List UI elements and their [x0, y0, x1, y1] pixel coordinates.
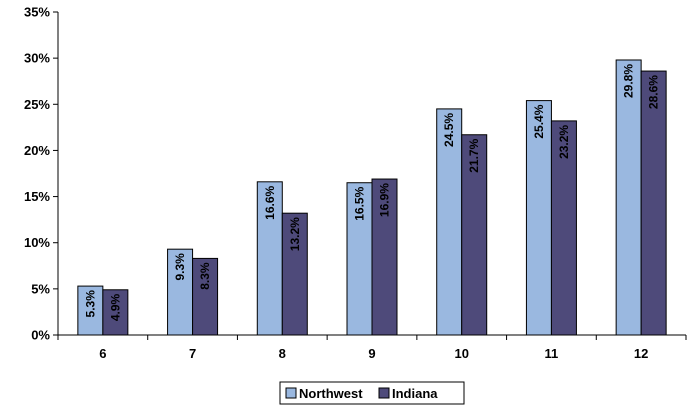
data-label: 5.3% — [83, 290, 97, 318]
legend-swatch-northwest — [285, 387, 297, 399]
bar-northwest-11 — [525, 100, 552, 336]
data-label: 29.8% — [622, 64, 636, 98]
x-tick-label: 8 — [279, 346, 286, 361]
x-tick-label: 7 — [189, 346, 196, 361]
bars: 5.3% 4.9% 9.3% 8.3% 16.6% 13.2% 16.5% 16.9% 24.5… — [77, 59, 667, 336]
y-tick-label: 10% — [24, 235, 50, 250]
bar-northwest-9 — [346, 182, 373, 336]
data-label: 21.7% — [467, 138, 481, 172]
x-tick-label: 10 — [454, 346, 468, 361]
data-label: 16.6% — [263, 185, 277, 219]
legend: Northwest Indiana — [279, 381, 465, 405]
y-tick-label: 35% — [24, 5, 50, 20]
y-tick-label: 15% — [24, 189, 50, 204]
legend-swatch-indiana — [378, 387, 390, 399]
data-label: 25.4% — [532, 104, 546, 138]
data-label: 16.5% — [353, 186, 367, 220]
y-tick-label: 0% — [31, 328, 50, 343]
x-axis: 6 7 8 9 10 11 12 — [57, 334, 687, 361]
y-tick-label: 25% — [24, 97, 50, 112]
y-tick-label: 20% — [24, 143, 50, 158]
x-tick-label: 9 — [368, 346, 375, 361]
y-tick-label: 30% — [24, 51, 50, 66]
bar-northwest-10 — [436, 108, 463, 336]
bar-northwest-12 — [615, 59, 642, 336]
data-label: 24.5% — [442, 113, 456, 147]
data-label: 13.2% — [288, 217, 302, 251]
bar-indiana-12 — [640, 70, 667, 336]
y-tick-label: 5% — [31, 281, 50, 296]
bar-indiana-9 — [371, 178, 398, 336]
data-label: 9.3% — [173, 253, 187, 281]
data-label: 8.3% — [198, 262, 212, 290]
bar-indiana-11 — [550, 120, 577, 336]
legend-label-northwest: Northwest — [299, 386, 363, 401]
legend-box — [279, 381, 465, 405]
data-label: 16.9% — [378, 183, 392, 217]
legend-label-indiana: Indiana — [392, 386, 438, 401]
x-tick-label: 6 — [99, 346, 106, 361]
x-tick-label: 11 — [545, 346, 559, 361]
data-label: 23.2% — [557, 125, 571, 159]
x-tick-label: 12 — [634, 346, 648, 361]
data-label: 4.9% — [108, 293, 122, 321]
y-axis: 0% 5% 10% 15% 20% 25% 30% 35% — [24, 5, 59, 343]
data-label: 28.6% — [647, 75, 661, 109]
